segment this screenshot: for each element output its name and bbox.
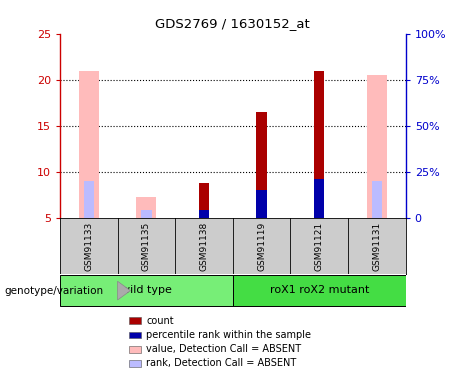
Bar	[367, 75, 387, 217]
Text: rank, Detection Call = ABSENT: rank, Detection Call = ABSENT	[146, 358, 296, 368]
Bar	[256, 190, 267, 217]
Text: roX1 roX2 mutant: roX1 roX2 mutant	[270, 285, 369, 295]
Bar	[233, 275, 406, 306]
Bar	[141, 210, 152, 218]
Bar	[136, 197, 156, 217]
Bar	[199, 210, 209, 218]
Text: wild type: wild type	[121, 285, 172, 295]
Bar	[199, 183, 209, 218]
Text: GSM91133: GSM91133	[84, 222, 93, 271]
Text: GSM91119: GSM91119	[257, 222, 266, 271]
Text: GSM91121: GSM91121	[315, 222, 324, 271]
Text: GSM91135: GSM91135	[142, 222, 151, 271]
Text: genotype/variation: genotype/variation	[5, 286, 104, 296]
Bar	[60, 275, 233, 306]
Text: GSM91131: GSM91131	[372, 222, 381, 271]
Text: percentile rank within the sample: percentile rank within the sample	[146, 330, 311, 340]
Text: GSM91138: GSM91138	[200, 222, 208, 271]
Text: count: count	[146, 316, 174, 326]
Bar	[79, 70, 99, 217]
Bar	[372, 181, 382, 218]
Bar	[314, 70, 325, 217]
Bar	[256, 112, 267, 218]
Title: GDS2769 / 1630152_at: GDS2769 / 1630152_at	[155, 17, 310, 30]
Bar	[83, 181, 94, 218]
Bar	[314, 179, 325, 218]
Text: value, Detection Call = ABSENT: value, Detection Call = ABSENT	[146, 344, 301, 354]
